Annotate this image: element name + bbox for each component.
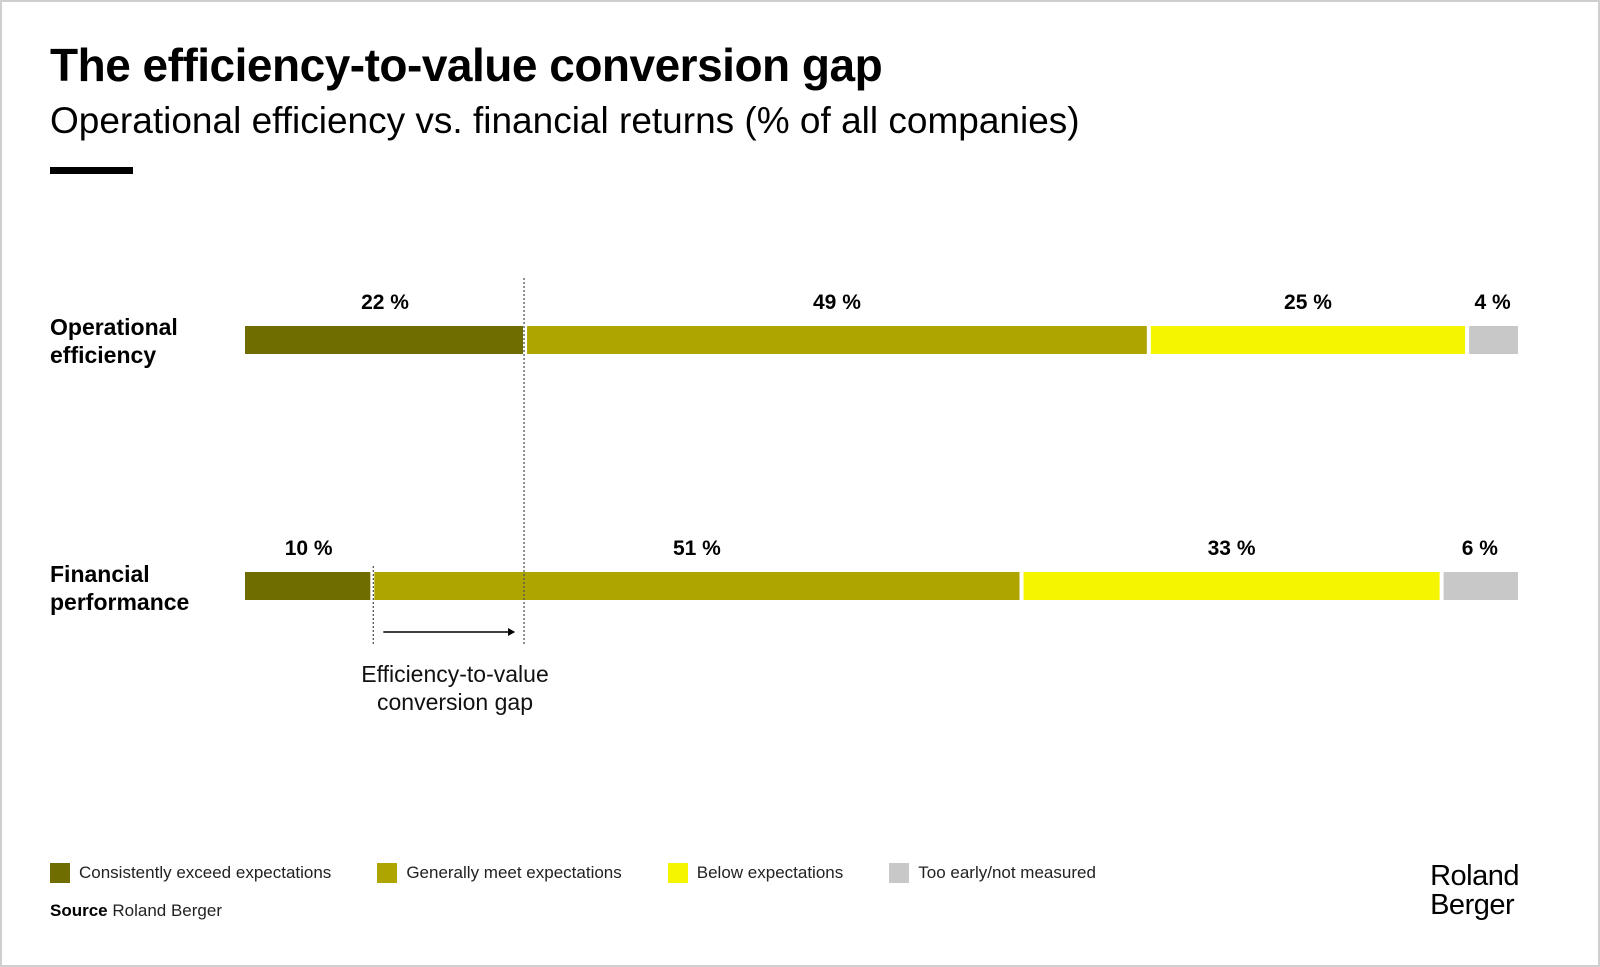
bar-segment bbox=[1150, 326, 1466, 354]
legend-item-meet: Generally meet expectations bbox=[377, 863, 622, 883]
bar-segment bbox=[245, 572, 371, 600]
value-label: 6 % bbox=[1462, 537, 1499, 560]
source-label: Source bbox=[50, 901, 108, 920]
logo-line: Berger bbox=[1430, 889, 1515, 921]
row-label-financial-performance: Financial performance bbox=[50, 560, 189, 616]
bar-segment bbox=[1443, 572, 1518, 600]
legend-label: Below expectations bbox=[696, 863, 844, 882]
legend-label: Too early/not measured bbox=[918, 863, 1096, 882]
value-label: 49 % bbox=[813, 291, 861, 314]
logo-line: Roland bbox=[1430, 860, 1519, 892]
bar-segment bbox=[527, 326, 1147, 354]
legend-item-not-measured: Too early/not measured bbox=[889, 863, 1096, 883]
bar-segment bbox=[374, 572, 1020, 600]
value-label: 51 % bbox=[673, 537, 721, 560]
value-label: 4 % bbox=[1474, 291, 1511, 314]
row-label-line: efficiency bbox=[50, 342, 157, 368]
legend: Consistently exceed expectations General… bbox=[50, 863, 1142, 883]
value-label: 22 % bbox=[361, 291, 409, 314]
row-label-operational-efficiency: Operational efficiency bbox=[50, 313, 178, 369]
gap-annotation-label: Efficiency-to-value conversion gap bbox=[300, 660, 610, 716]
gap-annotation-line: conversion gap bbox=[377, 689, 533, 715]
roland-berger-logo: Roland Berger bbox=[1430, 862, 1519, 920]
legend-label: Consistently exceed expectations bbox=[79, 863, 332, 882]
title-accent-rule bbox=[50, 167, 133, 174]
chart-title: The efficiency-to-value conversion gap bbox=[50, 39, 883, 91]
legend-swatch bbox=[667, 863, 688, 883]
legend-swatch bbox=[377, 863, 398, 883]
legend-swatch bbox=[50, 863, 70, 883]
bar-segment bbox=[1023, 572, 1440, 600]
source-note: Source Roland Berger bbox=[50, 901, 222, 921]
value-label: 10 % bbox=[285, 537, 333, 560]
legend-label: Generally meet expectations bbox=[406, 863, 622, 882]
source-value: Roland Berger bbox=[112, 901, 222, 920]
legend-item-exceed: Consistently exceed expectations bbox=[50, 863, 331, 883]
row-label-line: Operational bbox=[50, 314, 178, 340]
value-label: 33 % bbox=[1208, 537, 1256, 560]
row-label-line: performance bbox=[50, 589, 190, 615]
bar-segment bbox=[1469, 326, 1518, 354]
gap-arrow-head-icon bbox=[508, 628, 516, 636]
row-label-line: Financial bbox=[50, 561, 150, 587]
chart-subtitle: Operational efficiency vs. financial ret… bbox=[50, 100, 1080, 141]
legend-swatch bbox=[889, 863, 910, 883]
legend-item-below: Below expectations bbox=[667, 863, 844, 883]
bar-segment bbox=[245, 326, 524, 354]
gap-annotation-line: Efficiency-to-value bbox=[361, 661, 549, 687]
value-label: 25 % bbox=[1284, 291, 1332, 314]
